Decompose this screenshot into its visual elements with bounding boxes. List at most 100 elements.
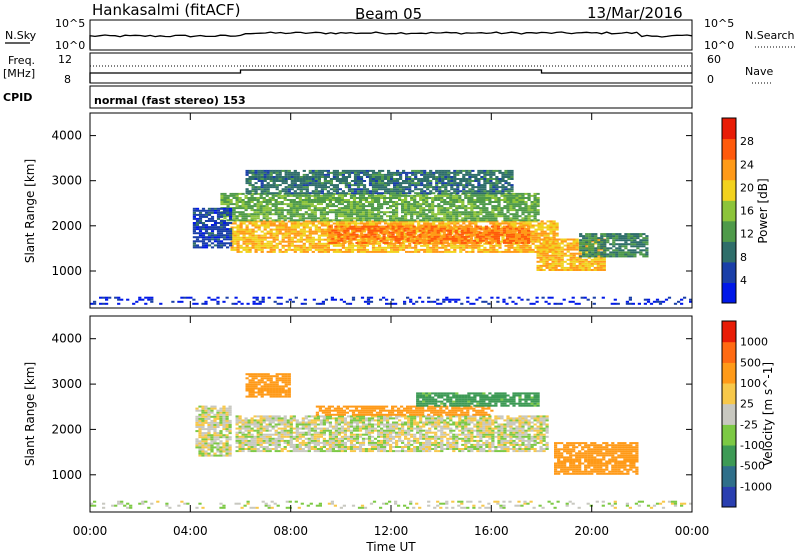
nave-top-tick: 60 — [707, 53, 721, 66]
heatmap-cell — [467, 217, 471, 220]
heatmap-cell — [389, 205, 393, 208]
heatmap-cell — [310, 205, 314, 208]
heatmap-cell — [572, 244, 576, 247]
heatmap-cell — [219, 222, 224, 224]
heatmap-cell — [628, 296, 632, 299]
heatmap-cell — [314, 188, 318, 191]
heatmap-cell — [364, 241, 368, 244]
heatmap-cell — [278, 220, 282, 223]
heatmap-cell — [302, 180, 306, 182]
heatmap-cell — [287, 220, 291, 223]
heatmap-cell — [361, 215, 366, 218]
heatmap-cell — [236, 244, 240, 247]
heatmap-cell — [468, 171, 472, 174]
heatmap-cell — [265, 194, 269, 197]
heatmap-cell — [232, 207, 236, 210]
heatmap-cell — [352, 225, 356, 228]
heatmap-cell — [429, 190, 433, 193]
heatmap-cell — [552, 240, 556, 243]
heatmap-cell — [417, 180, 421, 182]
heatmap-cell — [630, 237, 634, 240]
heatmap-cell — [419, 203, 423, 206]
heatmap-cell — [495, 178, 499, 180]
heatmap-cell — [392, 211, 396, 214]
heatmap-cell — [446, 197, 450, 199]
heatmap-cell — [384, 178, 388, 180]
heatmap-cell — [339, 298, 343, 301]
heatmap-cell — [510, 169, 514, 172]
heatmap-cell — [467, 197, 471, 199]
heatmap-cell — [507, 171, 511, 174]
heatmap-cell — [455, 201, 459, 203]
heatmap-cell — [481, 235, 485, 238]
heatmap-cell — [432, 186, 436, 189]
heatmap-cell — [283, 197, 287, 199]
heatmap-cell — [484, 227, 488, 230]
heatmap-cell — [334, 199, 338, 201]
heatmap-cell — [271, 219, 275, 222]
heatmap-cell — [90, 302, 94, 305]
heatmap-cell — [319, 215, 323, 218]
heatmap-cell — [374, 248, 379, 251]
heatmap-cell — [485, 197, 489, 199]
heatmap-cell — [510, 173, 514, 176]
heatmap-cell — [260, 171, 264, 174]
heatmap-cell — [497, 215, 501, 218]
heatmap-cell — [527, 205, 531, 208]
heatmap-cell — [389, 211, 393, 214]
heatmap-cell — [496, 241, 501, 244]
heatmap-cell — [439, 237, 443, 240]
heatmap-cell — [338, 173, 342, 176]
heatmap-cell — [539, 252, 543, 255]
heatmap-cell — [476, 199, 480, 201]
heatmap-cell — [495, 250, 499, 253]
heatmap-cell — [274, 199, 278, 201]
heatmap-cell — [204, 230, 209, 233]
heatmap-cell — [470, 211, 474, 214]
heatmap-cell — [271, 199, 275, 201]
heatmap-cell — [378, 178, 382, 180]
heatmap-cell — [355, 241, 359, 244]
heatmap-cell — [545, 254, 549, 257]
heatmap-cell — [319, 217, 323, 220]
heatmap-cell — [350, 244, 355, 247]
heatmap-cell — [352, 207, 357, 210]
heatmap-cell — [384, 190, 388, 193]
heatmap-cell — [429, 192, 433, 195]
heatmap-cell — [413, 205, 417, 208]
heatmap-cell — [259, 209, 263, 212]
heatmap-cell — [322, 215, 326, 218]
heatmap-cell — [413, 207, 417, 210]
heatmap-cell — [380, 215, 384, 218]
heatmap-cell — [370, 215, 375, 218]
heatmap-cell — [207, 226, 212, 229]
heatmap-cell — [425, 199, 429, 201]
heatmap-cell — [253, 197, 257, 199]
heatmap-cell — [305, 246, 309, 249]
heatmap-cell — [584, 269, 588, 271]
heatmap-cell — [263, 236, 267, 239]
heatmap-cell — [541, 296, 545, 299]
heatmap-cell — [289, 207, 293, 210]
heatmap-cell — [404, 203, 408, 206]
heatmap-cell — [369, 296, 374, 299]
heatmap-cell — [367, 233, 371, 236]
heatmap-cell — [498, 186, 502, 189]
heatmap-cell — [302, 169, 306, 172]
heatmap-cell — [612, 239, 616, 242]
heatmap-cell — [290, 178, 294, 180]
heatmap-cell — [376, 229, 380, 232]
heatmap-cell — [254, 236, 258, 239]
heatmap-cell — [371, 192, 376, 195]
heatmap-cell — [349, 213, 354, 216]
colorbar-swatch — [722, 179, 736, 201]
heatmap-cell — [195, 228, 200, 231]
heatmap-cell — [329, 184, 333, 187]
heatmap-cell — [512, 215, 516, 218]
heatmap-cell — [256, 199, 260, 201]
heatmap-cell — [487, 229, 491, 232]
heatmap-cell — [453, 173, 457, 176]
heatmap-cell — [356, 184, 361, 187]
heatmap-cell — [332, 176, 336, 178]
heatmap-cell — [293, 192, 297, 195]
